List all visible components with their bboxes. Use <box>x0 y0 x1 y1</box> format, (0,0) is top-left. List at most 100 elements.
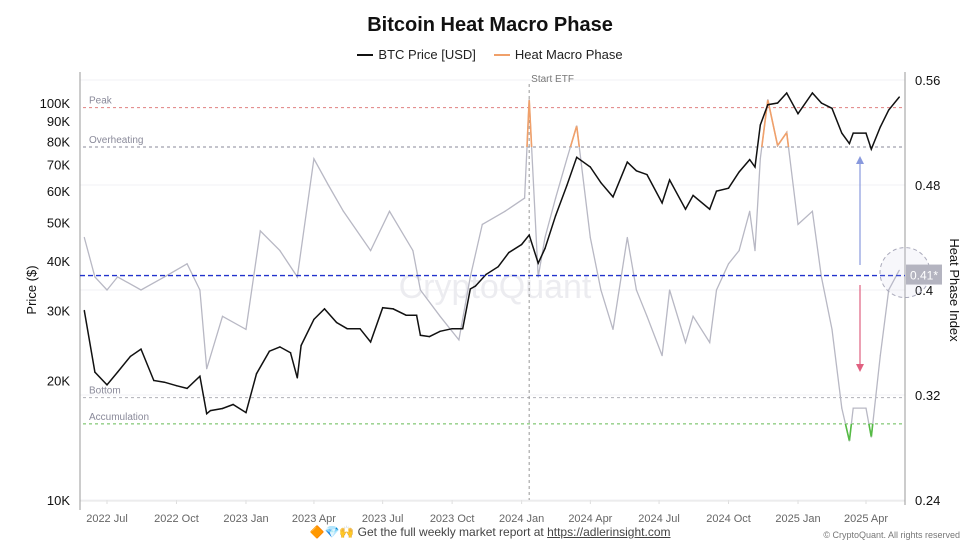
heat-point <box>870 436 872 438</box>
btc-point <box>369 341 372 343</box>
heat-point <box>738 250 740 252</box>
btc-point <box>576 156 578 158</box>
btc-point <box>708 208 711 210</box>
left-tick-label: 70K <box>47 157 70 172</box>
btc-point <box>163 381 166 383</box>
left-axis-title: Price ($) <box>24 265 39 314</box>
threshold-label: Peak <box>89 96 113 107</box>
x-tick-label: 2023 Oct <box>430 513 475 525</box>
heat-point <box>544 236 546 239</box>
btc-point <box>508 251 510 254</box>
x-tick-label: 2024 Jan <box>499 513 544 525</box>
heat-point <box>709 341 711 344</box>
btc-point <box>439 330 441 333</box>
right-tick-label: 0.24 <box>915 493 940 508</box>
current-level-badge <box>906 264 942 285</box>
heat-point <box>635 289 638 291</box>
heat-point <box>865 407 867 409</box>
btc-point <box>626 161 629 163</box>
legend-item-heat[interactable]: Heat Macro Phase <box>493 47 623 62</box>
heat-point <box>797 223 799 225</box>
btc-point <box>759 124 761 126</box>
btc-point <box>405 314 407 316</box>
btc-point <box>451 328 453 330</box>
heat-point <box>831 328 833 330</box>
heat-point <box>419 289 422 291</box>
current-level-label: 0.41* <box>910 269 938 283</box>
heat-point <box>186 263 188 265</box>
btc-point <box>811 92 814 94</box>
btc-point <box>153 379 155 382</box>
heat-point <box>412 250 414 252</box>
heat-point <box>786 131 788 134</box>
x-tick-label: 2025 Jan <box>775 513 820 525</box>
btc-point <box>748 158 751 161</box>
btc-point <box>289 351 292 354</box>
heat-point <box>221 315 224 317</box>
heat-point <box>749 210 751 212</box>
btc-point <box>497 265 499 268</box>
btc-point <box>865 132 867 134</box>
threshold-label: Bottom <box>89 386 121 397</box>
legend-swatch-btc <box>357 53 374 56</box>
chart-title: Bitcoin Heat Macro Phase <box>367 14 613 36</box>
heat-point <box>106 289 108 291</box>
heat-point <box>116 276 119 278</box>
btc-point <box>116 371 119 373</box>
btc-point <box>469 288 471 290</box>
heat-point <box>245 328 247 330</box>
heat-point <box>566 158 568 160</box>
btc-point <box>848 142 851 145</box>
heat-point <box>576 125 578 127</box>
left-tick-label: 30K <box>47 304 70 319</box>
btc-point <box>245 411 247 414</box>
btc-point <box>419 334 422 336</box>
heat-point <box>646 315 648 317</box>
heat-point <box>313 158 315 160</box>
copyright: © CryptoQuant. All rights reserved <box>823 530 960 540</box>
heat-point <box>458 339 460 341</box>
left-tick-label: 60K <box>47 184 70 199</box>
btc-point <box>296 377 299 379</box>
btc-point <box>715 190 718 192</box>
heat-point <box>94 276 96 278</box>
right-tick-label: 0.48 <box>915 178 940 193</box>
btc-point <box>485 273 487 276</box>
heat-point <box>279 250 281 252</box>
btc-point <box>820 102 823 104</box>
heat-point <box>369 250 372 252</box>
heat-point <box>669 289 671 291</box>
heat-point <box>83 236 85 239</box>
btc-point <box>797 112 799 115</box>
heat-point <box>140 289 142 291</box>
btc-point <box>300 344 302 347</box>
btc-point <box>537 262 539 264</box>
heat-point <box>259 230 261 232</box>
heat-point <box>469 276 471 278</box>
btc-point <box>428 335 431 338</box>
btc-point <box>612 196 614 198</box>
heat-point <box>600 289 602 291</box>
legend-item-btc[interactable]: BTC Price [USD] <box>357 47 476 62</box>
btc-point <box>528 234 530 236</box>
heat-point <box>767 99 769 101</box>
btc-point <box>359 328 361 330</box>
btc-point <box>544 247 546 250</box>
heat-point <box>342 210 344 212</box>
btc-point <box>186 387 188 390</box>
heat-point <box>528 99 530 101</box>
btc-point <box>589 166 592 168</box>
btc-point <box>415 314 418 316</box>
heat-point <box>537 276 539 278</box>
heat-point <box>777 145 779 147</box>
btc-point <box>199 375 201 377</box>
heat-point <box>439 315 441 317</box>
x-tick-label: 2024 Oct <box>706 513 751 525</box>
down-arrowhead <box>856 364 864 372</box>
footer: 🔶💎🙌 Get the full weekly market report at… <box>0 525 980 539</box>
btc-point <box>870 148 872 150</box>
btc-point <box>635 170 638 172</box>
footer-link[interactable]: https://adlerinsight.com <box>547 525 671 539</box>
